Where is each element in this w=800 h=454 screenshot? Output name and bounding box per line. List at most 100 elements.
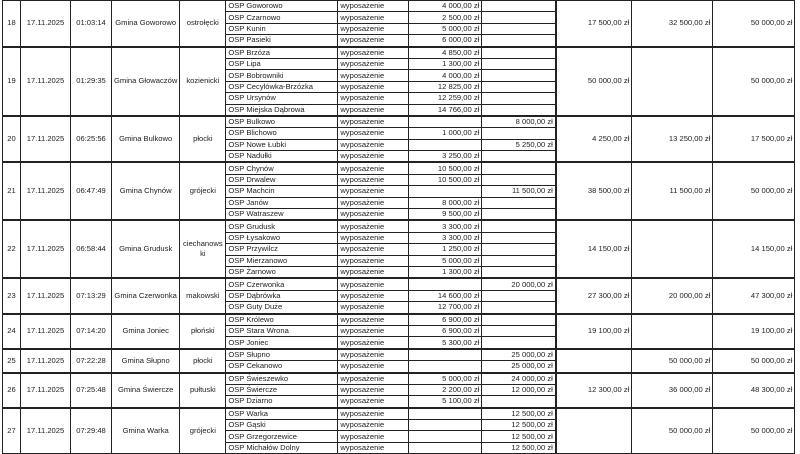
amount-2 [481,103,557,117]
submission-date: 17.11.2025 [20,161,71,221]
osp-name: OSP Czerwonka [225,277,339,291]
amount-2: 12 500,00 zł [481,406,557,421]
table-row: OSP Mierzanowo wyposażenie 5 000,00 zł [3,254,795,268]
amount-1: 10 500,00 zł [408,161,483,175]
amount-1: 4 000,00 zł [408,69,483,82]
amount-1: 1 000,00 zł [408,127,483,140]
amount-1 [408,360,483,373]
grant-type: wyposażenie [337,301,410,315]
submission-time: 06:47:49 [70,161,112,221]
gmina-name: Gmina Czerwonka [110,277,181,315]
total-1: 12 300,00 zł [554,371,633,409]
osp-name: OSP Świercze [225,383,339,397]
table-row: 25 17.11.2025 07:22:28 Gmina Słupno płocki OS… [2,347,796,373]
osp-name: OSP Watraszew [225,208,339,221]
total-3: 50 000,00 zł [712,406,796,454]
amount-1: 14 600,00 zł [408,289,483,303]
total-3: 50 000,00 zł [712,45,796,117]
amount-1: 3 250,00 zł [408,150,483,163]
submission-time: 06:58:44 [70,219,112,279]
amount-1: 5 000,00 zł [408,254,483,268]
grant-type: wyposażenie [337,45,410,59]
total-1: 38 500,00 zł [554,161,633,221]
grant-type: wyposażenie [337,383,410,397]
table-row: OSP Ursynów wyposażenie 12 259,00 zł [3,92,795,105]
grant-type: wyposażenie [337,103,410,117]
table-row: 23 17.11.2025 07:13:29 Gmina Czerwonka makow… [2,277,796,315]
amount-2 [481,208,557,221]
amount-2 [481,34,557,48]
grant-type: wyposażenie [337,114,410,129]
total-3: 19 100,00 zł [712,312,796,350]
osp-name: OSP Bobrowniki [225,69,339,82]
submission-date: 17.11.2025 [20,371,71,409]
table-row: OSP Dziarno wyposażenie 5 100,00 zł [3,395,795,409]
grant-type: wyposażenie [337,254,410,268]
grant-type: wyposażenie [337,265,410,279]
osp-name: OSP Dąbrówka [225,289,339,303]
osp-name: OSP Świeszewko [225,371,339,385]
total-2: 11 500,00 zł [631,161,714,221]
row-number: 25 [2,347,21,373]
powiat-name: pułtuski [179,371,227,409]
grant-type: wyposażenie [337,0,410,13]
row-number: 22 [2,219,21,279]
submission-time: 07:13:29 [70,277,112,315]
amount-2: 5 250,00 zł [481,138,557,152]
osp-name: OSP Drwalew [225,173,339,187]
total-1: 50 000,00 zł [554,45,633,117]
table-row: OSP Stara Wrona wyposażenie 6 900,00 zł [3,324,795,338]
total-3: 14 150,00 zł [712,219,796,279]
submission-date: 17.11.2025 [20,277,71,315]
table-row: OSP Świercze wyposażenie 2 200,00 zł 12 000… [3,383,795,397]
gmina-name: Gmina Głowaczów [110,45,181,117]
grant-type: wyposażenie [337,127,410,140]
amount-1 [408,114,483,129]
amount-2 [481,0,557,13]
total-3: 47 300,00 zł [712,277,796,315]
grant-type: wyposażenie [337,312,410,326]
amount-2 [481,92,557,105]
submission-date: 17.11.2025 [20,0,71,48]
table-row: 18 17.11.2025 01:03:14 Gmina Goworowo ostroł… [2,0,796,48]
amount-2: 20 000,00 zł [481,277,557,291]
amount-2 [481,243,557,256]
total-3: 50 000,00 zł [712,0,796,48]
amount-1: 6 900,00 zł [408,312,483,326]
gmina-name: Gmina Warka [110,406,181,454]
grant-type: wyposażenie [337,161,410,175]
total-2: 36 000,00 zł [631,371,714,409]
gmina-name: Gmina Joniec [110,312,181,350]
submission-time: 07:22:28 [70,347,112,373]
table-row: 26 17.11.2025 07:25:48 Gmina Świercze pułtus… [2,371,796,409]
osp-name: OSP Grzegorzewice [225,430,339,443]
amount-2: 11 500,00 zł [481,185,557,198]
amount-2 [481,231,557,245]
amount-2: 12 500,00 zł [481,430,557,443]
osp-name: OSP Brzóza [225,45,339,59]
osp-name: OSP Warka [225,406,339,421]
grant-type: wyposażenie [337,69,410,82]
amount-1: 6 900,00 zł [408,324,483,338]
amount-1: 5 100,00 zł [408,395,483,409]
submission-time: 07:29:48 [70,406,112,454]
osp-name: OSP Łysakowo [225,231,339,245]
total-2: 50 000,00 zł [631,406,714,454]
osp-name: OSP Żarnowo [225,265,339,279]
powiat-name: płocki [179,347,227,373]
table-row: OSP Czarnowo wyposażenie 2 500,00 zł [3,11,795,24]
grant-type: wyposażenie [337,11,410,24]
osp-name: OSP Chynów [225,161,339,175]
osp-name: OSP Grudusk [225,219,339,233]
grant-type: wyposażenie [337,208,410,221]
row-number: 21 [2,161,21,221]
amount-1: 5 300,00 zł [408,336,483,350]
gmina-name: Gmina Goworowo [110,0,181,48]
row-number: 24 [2,312,21,350]
row-number: 26 [2,371,21,409]
submission-date: 17.11.2025 [20,406,71,454]
total-2: 50 000,00 zł [631,347,714,373]
submission-time: 07:25:48 [70,371,112,409]
table-row: 19 17.11.2025 01:29:35 Gmina Głowaczów kozie… [2,45,796,117]
table-row: OSP Watraszew wyposażenie 9 500,00 zł [3,208,795,221]
